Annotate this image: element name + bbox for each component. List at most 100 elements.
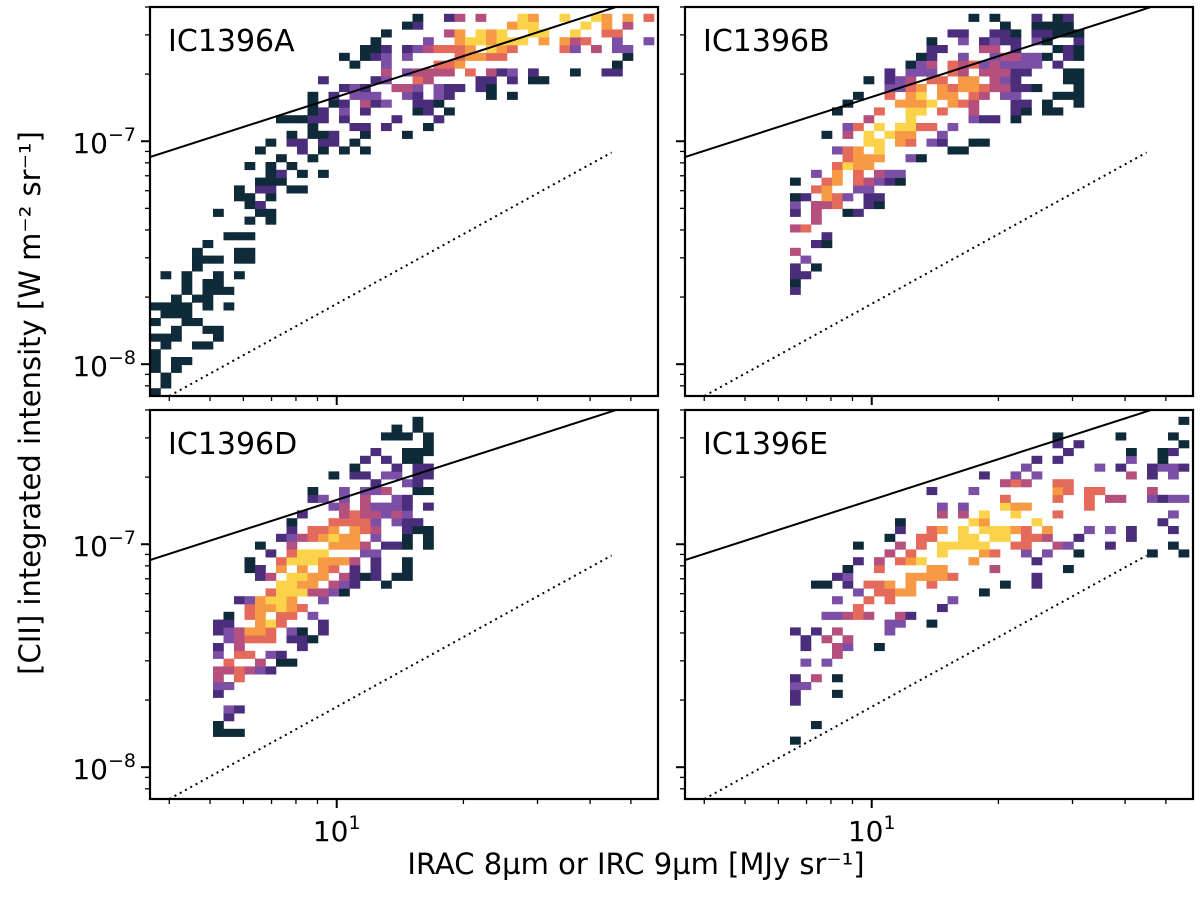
heatmap-cell <box>234 666 245 675</box>
heatmap-cell <box>958 510 969 519</box>
heatmap-cell <box>926 37 938 46</box>
heatmap-cell <box>1063 21 1074 30</box>
heatmap-cell <box>297 565 308 574</box>
heatmap-cell <box>916 154 927 163</box>
heatmap-cell <box>1084 494 1095 503</box>
heatmap-cell <box>402 91 413 100</box>
heatmap-cell <box>339 502 350 511</box>
heatmap-cell <box>874 146 885 155</box>
heatmap-cell <box>160 380 172 389</box>
heatmap-cell <box>370 502 382 511</box>
heatmap-cell <box>905 68 917 77</box>
x-tick-label-base: 10 <box>848 815 884 848</box>
heatmap-cell <box>223 286 235 295</box>
heatmap-cell <box>276 557 287 566</box>
heatmap-cell <box>895 557 906 566</box>
heatmap-cell <box>1063 565 1074 574</box>
heatmap-cell <box>926 487 938 496</box>
heatmap-cell <box>916 123 927 132</box>
heatmap-cell <box>811 263 822 272</box>
heatmap-cell <box>1021 68 1032 77</box>
heatmap-cell <box>853 185 864 194</box>
heatmap-cell <box>1105 526 1116 535</box>
heatmap-cell <box>444 45 455 54</box>
heatmap-cell <box>402 572 413 581</box>
heatmap-cell <box>926 76 938 85</box>
heatmap-cell <box>255 604 266 613</box>
heatmap-cell <box>1010 60 1022 69</box>
heatmap-cell <box>286 635 298 644</box>
heatmap-cell <box>1052 432 1064 441</box>
heatmap-cell <box>937 76 948 85</box>
y-axis-label: [CII] integrated intensity [W m⁻² sr⁻¹] <box>13 131 47 675</box>
reference-line-dotted <box>168 554 613 799</box>
heatmap-cell <box>307 635 319 644</box>
heatmap-cell <box>863 611 875 620</box>
heatmap-cell <box>181 310 193 319</box>
heatmap-cell <box>1000 76 1011 85</box>
heatmap-cell <box>1010 479 1022 488</box>
heatmap-cell <box>821 130 833 139</box>
heatmap-cell <box>832 611 843 620</box>
reference-lines <box>150 410 620 799</box>
heatmap-cell <box>790 697 801 706</box>
heatmap-cell <box>297 627 308 636</box>
reference-line-solid <box>685 7 1155 158</box>
heatmap-cell <box>297 588 308 597</box>
heatmap-cell <box>286 162 298 171</box>
heatmap-cell <box>192 255 203 264</box>
heatmap-cell <box>213 627 224 636</box>
heatmap-cell <box>307 611 319 620</box>
heatmap-cell <box>412 84 424 93</box>
heatmap-cell <box>423 99 434 108</box>
heatmap-cell <box>884 533 896 542</box>
heatmap-cell <box>339 146 350 155</box>
heatmap-cell <box>811 240 822 249</box>
x-ticks <box>168 396 632 405</box>
x-ticks <box>703 396 1167 405</box>
heatmap-cell <box>612 37 623 46</box>
heatmap-cell <box>905 99 917 108</box>
heatmap-cell <box>360 494 371 503</box>
heatmap-cell <box>538 76 550 85</box>
heatmap-cell <box>465 37 476 46</box>
heatmap-cell <box>265 596 277 605</box>
heatmap-cell <box>276 565 287 574</box>
heatmap-cell <box>328 533 340 542</box>
heatmap-cell <box>465 68 476 77</box>
heatmap-cell <box>1052 107 1064 116</box>
panel-frame <box>683 5 1195 398</box>
heatmap-cell <box>947 572 959 581</box>
heatmap-cell <box>570 68 581 77</box>
heatmap-cell <box>160 333 172 342</box>
heatmap-cell <box>958 52 969 61</box>
heatmap-cell <box>1021 52 1032 61</box>
heatmap-cell <box>223 666 235 675</box>
heatmap-cell <box>1073 440 1085 449</box>
y-ticks <box>676 409 685 790</box>
heatmap-cell <box>1052 479 1064 488</box>
heatmap-cell <box>937 45 948 54</box>
heatmap-cell <box>286 533 298 542</box>
heatmap-cell <box>1126 448 1137 457</box>
heatmap-cell <box>360 130 371 139</box>
heatmap-cell <box>318 619 329 628</box>
heatmap-cell <box>234 247 245 256</box>
heatmap-cell <box>916 84 927 93</box>
heatmap-cell <box>853 604 864 613</box>
heatmap-cell <box>433 115 445 124</box>
heatmap-cell <box>360 541 371 550</box>
heatmap-cell <box>884 549 896 558</box>
heatmap-cell <box>1031 52 1043 61</box>
heatmap-cell <box>412 45 424 54</box>
heatmap-cell <box>265 619 277 628</box>
heatmap-cell <box>790 286 801 295</box>
heatmap-cell <box>1168 471 1179 480</box>
heatmap-cell <box>874 565 885 574</box>
heatmap-cells <box>790 416 1190 745</box>
heatmap-cell <box>265 627 277 636</box>
heatmap-cell <box>381 45 392 54</box>
heatmap-cell <box>947 146 959 155</box>
heatmap-cell <box>150 364 161 373</box>
heatmap-cell <box>947 541 959 550</box>
